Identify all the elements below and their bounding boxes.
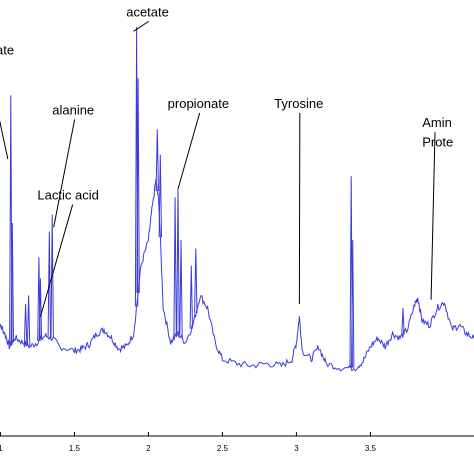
annotation-leader-line	[0, 120, 9, 160]
spectrum-peak	[38, 278, 43, 340]
peak-annotations: ate acetate alanine propionate Tyrosine Lacti…	[0, 4, 453, 317]
peak-label: acetate	[126, 4, 169, 19]
spectrum-peak	[50, 214, 54, 339]
annotation-leader-line	[53, 119, 76, 228]
x-tick-label: 1	[0, 444, 3, 453]
annotation-leader-line	[430, 132, 436, 300]
spectrum-peak	[158, 154, 162, 238]
spectrum-peak	[189, 265, 193, 329]
spectrum-peak	[194, 248, 198, 314]
x-tick-label: 2.5	[217, 444, 229, 453]
spectrum-peak	[179, 239, 183, 338]
spectrum-peak	[26, 295, 31, 346]
spectrum-peak	[401, 308, 405, 335]
x-tick-label: 1.5	[69, 444, 81, 453]
x-tick-label: 2	[146, 444, 151, 453]
peak-label: Tyrosine	[274, 96, 323, 111]
x-tick-label: 3	[294, 444, 299, 453]
peak-label: Prote	[422, 134, 453, 149]
spectrum-peak	[155, 129, 159, 192]
peak-label: ate	[0, 43, 14, 58]
spectrum-peaks	[9, 26, 405, 368]
peak-label: alanine	[52, 102, 94, 117]
peak-label: Lactic acid	[37, 188, 98, 203]
peak-label: propionate	[168, 96, 229, 111]
annotation-leader-line	[39, 204, 74, 317]
x-axis: 1 1.5 2 2.5 3 3.5	[0, 432, 474, 453]
spectrum-peak	[47, 231, 51, 338]
peak-label: Amin	[422, 115, 452, 130]
x-tick-label: 3.5	[365, 444, 377, 453]
spectrum-peak	[10, 222, 14, 343]
spectrum-peak	[351, 239, 355, 368]
spectrum-peak	[136, 78, 140, 293]
annotation-leader-line	[177, 112, 201, 190]
annotation-leader-line	[133, 20, 149, 32]
spectrum-peak	[23, 303, 28, 345]
spectrum-peak	[173, 197, 177, 338]
